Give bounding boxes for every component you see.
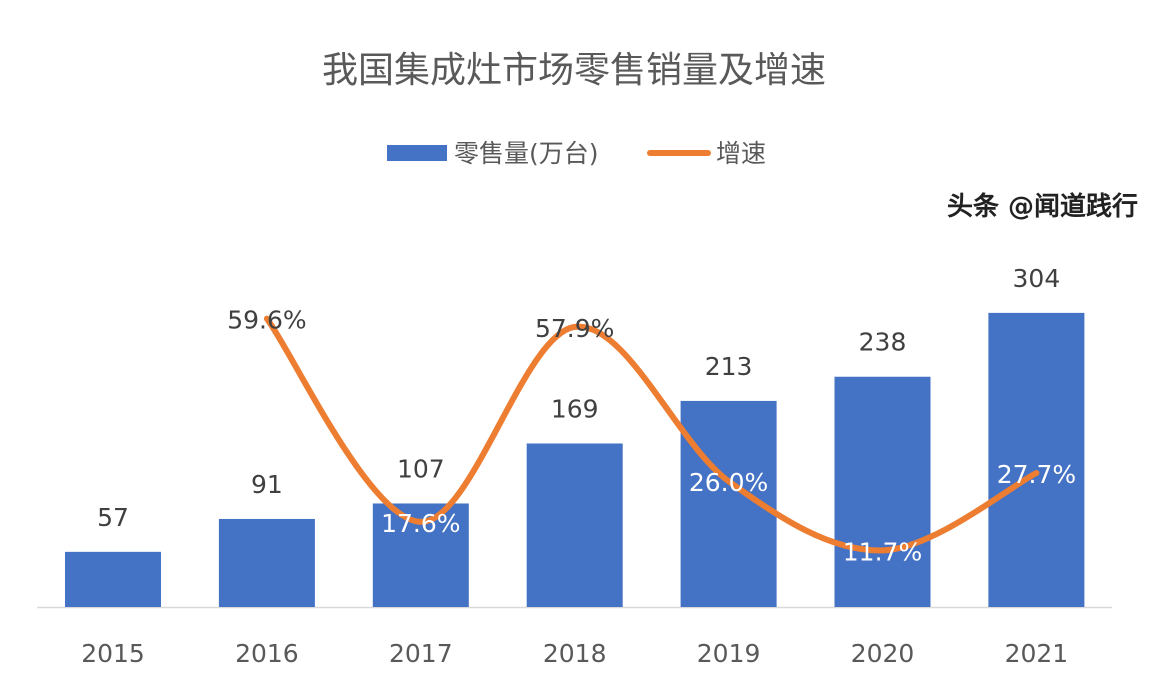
bar <box>218 518 315 607</box>
bar <box>988 312 1085 607</box>
bar-value-label: 304 <box>1013 264 1061 293</box>
bar <box>834 376 931 607</box>
x-tick-label: 2018 <box>543 639 607 668</box>
x-tick-label: 2017 <box>389 639 453 668</box>
x-tick-label: 2015 <box>81 639 145 668</box>
x-tick-label: 2020 <box>851 639 915 668</box>
bar <box>65 551 161 607</box>
growth-value-label: 57.9% <box>535 314 614 343</box>
bar-value-label: 213 <box>705 352 753 381</box>
growth-line <box>263 315 1040 554</box>
growth-value-label: 26.0% <box>689 468 768 497</box>
legend: 零售量(万台) 增速 <box>387 139 766 168</box>
growth-value-label: 17.6% <box>381 509 460 538</box>
growth-value-label: 27.7% <box>997 460 1076 489</box>
chart-title: 我国集成灶市场零售销量及增速 <box>322 50 826 91</box>
x-tick-label: 2016 <box>235 639 299 668</box>
bar-value-label: 57 <box>97 503 129 532</box>
growth-value-label: 11.7% <box>843 537 922 566</box>
bar-value-label: 238 <box>859 328 907 357</box>
x-tick-label: 2021 <box>1005 639 1069 668</box>
bar <box>526 443 623 607</box>
watermark: 头条 @闻道践行 <box>947 191 1138 222</box>
legend-label-line: 增速 <box>716 139 766 168</box>
bar-value-label: 107 <box>397 454 445 483</box>
bar-value-label: 169 <box>551 394 599 423</box>
legend-swatch-bar <box>387 145 447 161</box>
legend-label-bar: 零售量(万台) <box>454 139 599 168</box>
growth-value-label: 59.6% <box>227 306 306 335</box>
bar-value-label: 91 <box>251 470 283 499</box>
x-tick-label: 2019 <box>697 639 761 668</box>
